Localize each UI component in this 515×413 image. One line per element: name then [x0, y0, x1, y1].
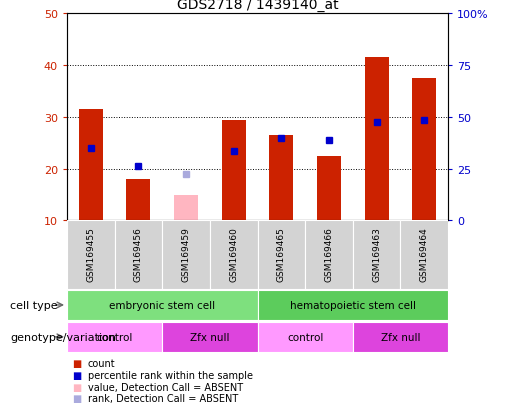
Bar — [258, 322, 353, 352]
Text: genotype/variation: genotype/variation — [10, 332, 116, 342]
Text: control: control — [96, 332, 133, 342]
Text: rank, Detection Call = ABSENT: rank, Detection Call = ABSENT — [88, 393, 238, 403]
Text: GSM169460: GSM169460 — [229, 226, 238, 281]
Bar — [79, 110, 102, 221]
Text: ■: ■ — [72, 370, 81, 380]
Text: hematopoietic stem cell: hematopoietic stem cell — [290, 300, 416, 310]
Text: Zfx null: Zfx null — [381, 332, 420, 342]
Bar — [258, 221, 305, 289]
Text: GSM169466: GSM169466 — [324, 226, 333, 281]
Text: ■: ■ — [72, 382, 81, 392]
Text: cell type: cell type — [10, 300, 58, 310]
Bar — [305, 221, 353, 289]
Text: GSM169459: GSM169459 — [182, 226, 191, 281]
Bar — [222, 120, 246, 221]
Text: GSM169463: GSM169463 — [372, 226, 381, 281]
Text: embryonic stem cell: embryonic stem cell — [109, 300, 215, 310]
Bar — [353, 322, 448, 352]
Bar — [258, 290, 448, 320]
Bar — [67, 221, 115, 289]
Text: GSM169464: GSM169464 — [420, 226, 428, 281]
Bar — [162, 221, 210, 289]
Text: count: count — [88, 358, 115, 368]
Bar — [210, 221, 258, 289]
Bar — [413, 79, 436, 221]
Text: ■: ■ — [72, 358, 81, 368]
Title: GDS2718 / 1439140_at: GDS2718 / 1439140_at — [177, 0, 338, 12]
Bar — [401, 221, 448, 289]
Text: control: control — [287, 332, 323, 342]
Text: percentile rank within the sample: percentile rank within the sample — [88, 370, 252, 380]
Bar — [353, 221, 401, 289]
Text: GSM169465: GSM169465 — [277, 226, 286, 281]
Bar — [317, 157, 341, 221]
Text: Zfx null: Zfx null — [190, 332, 230, 342]
Bar — [67, 322, 162, 352]
Bar — [174, 195, 198, 221]
Bar — [162, 322, 258, 352]
Text: GSM169456: GSM169456 — [134, 226, 143, 281]
Text: value, Detection Call = ABSENT: value, Detection Call = ABSENT — [88, 382, 243, 392]
Bar — [127, 180, 150, 221]
Text: ■: ■ — [72, 393, 81, 403]
Bar — [67, 290, 258, 320]
Bar — [114, 221, 162, 289]
Bar — [269, 136, 293, 221]
Text: GSM169455: GSM169455 — [87, 226, 95, 281]
Bar — [365, 58, 388, 221]
